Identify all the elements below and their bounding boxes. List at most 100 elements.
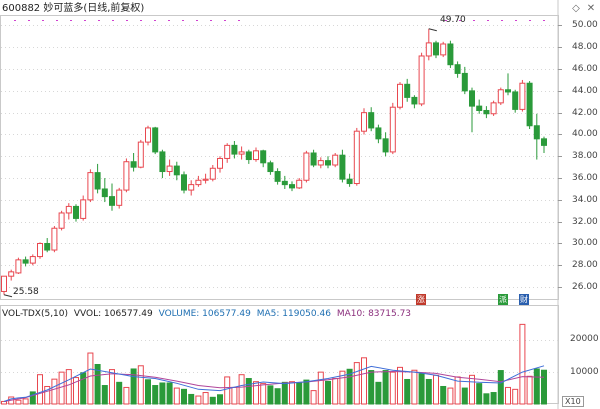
candle[interactable] — [533, 113, 540, 160]
volume-bar-up[interactable] — [15, 399, 22, 405]
candle[interactable] — [44, 238, 51, 253]
volume-bar-up[interactable] — [361, 357, 367, 405]
limit-up-tag[interactable]: 涨 — [416, 294, 426, 305]
candle[interactable] — [483, 106, 490, 119]
volume-bar-down[interactable] — [303, 379, 310, 405]
financial-report-tag[interactable]: 财 — [519, 294, 529, 305]
candle[interactable] — [87, 169, 94, 203]
candle[interactable] — [29, 254, 36, 266]
candle[interactable] — [51, 226, 58, 253]
candle[interactable] — [123, 158, 130, 193]
candle[interactable] — [418, 52, 425, 107]
candle[interactable] — [447, 40, 454, 68]
candle[interactable] — [173, 161, 180, 181]
candle[interactable] — [245, 149, 252, 164]
diamond-settings-icon[interactable]: ◇ — [572, 3, 580, 14]
volume-bar-up[interactable] — [353, 362, 360, 405]
volume-bar-down[interactable] — [418, 373, 425, 405]
candle[interactable] — [130, 153, 137, 172]
volume-bar-up[interactable] — [51, 378, 58, 405]
candle[interactable] — [433, 40, 439, 59]
candle[interactable] — [253, 147, 259, 162]
volume-bar-up[interactable] — [397, 366, 403, 405]
volume-bar-up[interactable] — [37, 374, 43, 405]
candle[interactable] — [22, 256, 29, 267]
candle[interactable] — [217, 156, 223, 173]
candle[interactable] — [8, 269, 15, 281]
volume-bar-up[interactable] — [195, 395, 202, 405]
volume-bar-up[interactable] — [512, 388, 519, 405]
candle[interactable] — [260, 149, 267, 168]
volume-bar-up[interactable] — [332, 378, 339, 405]
volume-bar-up[interactable] — [224, 376, 231, 405]
volume-bar-up[interactable] — [87, 352, 94, 405]
volume-bar-down[interactable] — [497, 370, 504, 405]
volume-bar-up[interactable] — [469, 374, 475, 405]
candle[interactable] — [303, 150, 310, 183]
candle[interactable] — [267, 160, 274, 175]
candle[interactable] — [497, 87, 504, 106]
candle[interactable] — [519, 79, 526, 112]
candle[interactable] — [209, 164, 216, 182]
candle[interactable] — [397, 82, 403, 110]
volume-bar-up[interactable] — [389, 371, 396, 405]
volume-bar-down[interactable] — [80, 372, 87, 405]
candle[interactable] — [346, 173, 353, 187]
candle[interactable] — [188, 180, 195, 196]
volume-bar-up[interactable] — [289, 381, 295, 405]
candle[interactable] — [166, 159, 173, 176]
candle[interactable] — [224, 143, 231, 163]
volume-bar-down[interactable] — [166, 382, 173, 405]
volume-bar-up[interactable] — [317, 371, 324, 405]
volume-bar-up[interactable] — [44, 385, 51, 405]
volume-bar-down[interactable] — [382, 370, 389, 405]
candle[interactable] — [404, 78, 411, 102]
candle[interactable] — [181, 171, 187, 194]
volume-bar-up[interactable] — [253, 381, 259, 405]
candle[interactable] — [339, 149, 346, 183]
candle[interactable] — [73, 204, 79, 222]
volume-bar-up[interactable] — [447, 387, 454, 405]
candle[interactable] — [231, 141, 238, 159]
candle[interactable] — [65, 203, 72, 220]
volume-bar-down[interactable] — [181, 388, 187, 405]
volume-bar-down[interactable] — [490, 392, 497, 405]
candle[interactable] — [440, 41, 447, 58]
candle[interactable] — [15, 257, 22, 275]
candle[interactable] — [411, 95, 418, 109]
volume-bar-up[interactable] — [123, 386, 130, 405]
candle[interactable] — [94, 163, 101, 194]
volume-bar-down[interactable] — [440, 385, 447, 405]
volume-bar-up[interactable] — [505, 386, 511, 405]
candle[interactable] — [382, 132, 389, 157]
candle[interactable] — [476, 99, 483, 114]
volume-bar-down[interactable] — [245, 378, 252, 405]
volume-bar-up[interactable] — [65, 369, 72, 405]
volume-bar-up[interactable] — [526, 375, 533, 405]
dividend-tag[interactable]: 派 — [498, 294, 508, 305]
candle[interactable] — [512, 89, 519, 113]
candle[interactable] — [368, 107, 375, 132]
candle[interactable] — [80, 195, 87, 221]
volume-bar-down[interactable] — [425, 378, 432, 405]
candle[interactable] — [116, 187, 123, 209]
candle[interactable] — [159, 149, 166, 179]
candle[interactable] — [145, 125, 151, 146]
volume-bar-up[interactable] — [202, 392, 209, 405]
volume-bar-up[interactable] — [22, 398, 29, 405]
volume-bar-down[interactable] — [325, 380, 331, 405]
volume-bar-down[interactable] — [461, 387, 468, 405]
candle[interactable] — [317, 157, 324, 169]
volume-bar-up[interactable] — [238, 374, 245, 405]
volume-bar-up[interactable] — [73, 377, 79, 405]
candle[interactable] — [152, 126, 159, 155]
candle[interactable] — [361, 108, 367, 135]
volume-bar-down[interactable] — [368, 370, 375, 405]
volume-bar-down[interactable] — [188, 393, 195, 405]
candle[interactable] — [505, 73, 511, 96]
candle[interactable] — [461, 66, 468, 95]
volume-bar-down[interactable] — [346, 368, 353, 405]
candle[interactable] — [137, 139, 144, 169]
volume-bar-up[interactable] — [58, 371, 65, 405]
volume-bar-up[interactable] — [260, 383, 267, 405]
